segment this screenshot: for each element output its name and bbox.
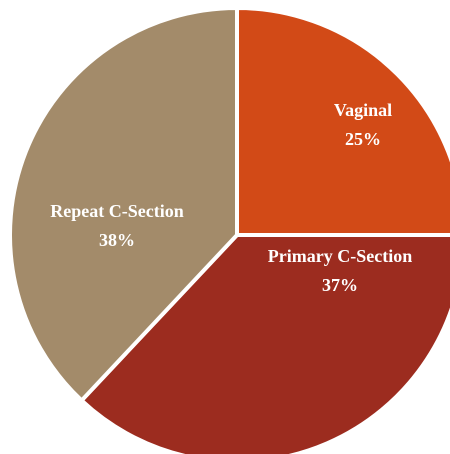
pie-slice (78, 233, 450, 454)
slice-label: Primary C-Section (268, 246, 412, 266)
slice-value-label: 25% (345, 129, 381, 149)
pie-slice (8, 5, 239, 404)
slice-label: Vaginal (334, 100, 392, 120)
slice-value-label: 38% (99, 230, 135, 250)
pie-slice (235, 5, 450, 237)
slice-label: Repeat C-Section (50, 201, 183, 221)
slice-value-label: 37% (322, 275, 358, 295)
